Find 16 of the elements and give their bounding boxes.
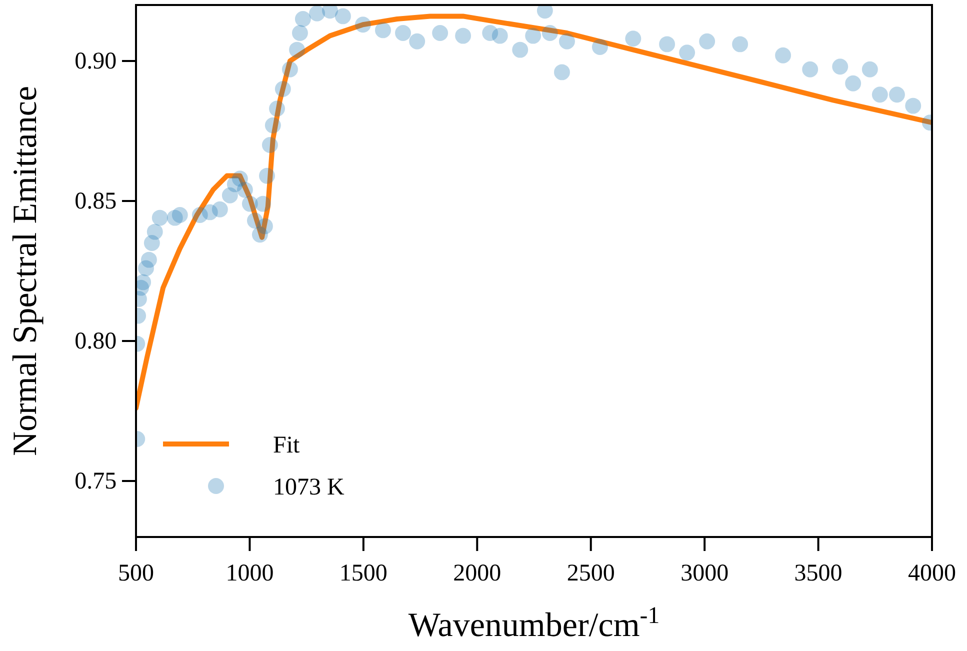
y-tick-label: 0.90 <box>74 48 117 75</box>
y-axis-title: Normal Spectral Emittance <box>7 86 44 456</box>
x-tick-label: 1000 <box>226 560 274 586</box>
y-tick-label: 0.75 <box>74 468 117 495</box>
x-tick-label: 3500 <box>794 560 842 586</box>
x-tick-label: 2500 <box>566 560 615 586</box>
x-tick-label: 4000 <box>908 560 956 586</box>
y-tick-label: 0.85 <box>74 188 117 215</box>
x-tick-label: 500 <box>118 560 154 586</box>
x-tick-label: 1500 <box>339 560 388 586</box>
x-tick-label: 2000 <box>453 560 502 586</box>
x-tick-label: 3000 <box>680 560 729 586</box>
legend-label: 1073 K <box>273 474 345 500</box>
x-axis-title: Wavenumber/cm$^{-1}$ <box>408 603 660 644</box>
y-tick-label: 0.80 <box>74 328 117 355</box>
legend-label: Fit <box>273 432 300 458</box>
